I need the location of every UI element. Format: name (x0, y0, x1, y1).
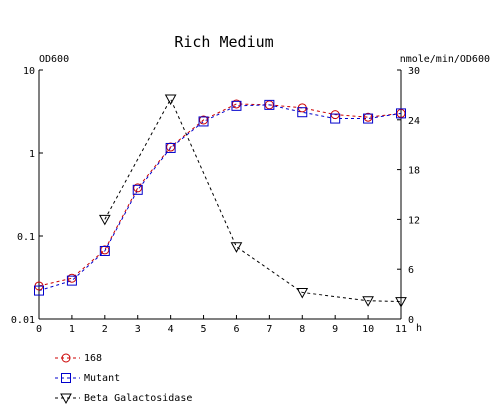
series-line-0 (38, 103, 402, 287)
y-left-label: OD600 (39, 54, 69, 65)
series-1-point (99, 245, 110, 256)
series-1-point (363, 113, 374, 124)
series-1-point (66, 275, 77, 286)
legend-label: 168 (84, 353, 102, 364)
y-right-tick-label: 24 (408, 116, 420, 127)
legend-label: Mutant (84, 373, 120, 384)
y-left-tick-label: 1 (29, 149, 35, 160)
series-2-point (296, 287, 309, 299)
chart-title: Rich Medium (174, 33, 273, 51)
x-tick-label: 9 (332, 324, 338, 335)
x-tick-label: 6 (233, 324, 239, 335)
series-2-point (395, 297, 407, 308)
series-0-point (100, 245, 110, 255)
series-2-point (164, 94, 177, 106)
x-tick-label: 0 (36, 324, 42, 335)
x-tick-label: 10 (362, 324, 374, 335)
series-1-point (231, 100, 242, 111)
x-tick-label: 1 (69, 324, 75, 335)
y-right-ticks: 30 24 18 12 6 0 (397, 66, 420, 326)
x-tick-label: 8 (299, 324, 305, 335)
series-2-point (98, 214, 111, 226)
x-tick-label: 2 (102, 324, 108, 335)
x-unit-label: h (416, 323, 422, 334)
y-right-label: nmole/min/OD600 (400, 54, 490, 65)
x-tick-label: 11 (395, 324, 407, 335)
legend-marker (61, 373, 71, 383)
y-left-tick-label: 10 (23, 66, 35, 77)
legend-marker (60, 393, 72, 405)
series-1-point (34, 285, 44, 296)
x-tick-label: 4 (168, 324, 174, 335)
y-left-tick-label: 0.01 (11, 315, 35, 326)
y-right-tick-label: 18 (408, 166, 420, 177)
x-tick-label: 3 (135, 324, 141, 335)
y-right-tick-label: 30 (408, 66, 420, 77)
series-line-2 (104, 97, 402, 303)
series-1-point (264, 99, 275, 110)
y-right-tick-label: 12 (408, 215, 420, 226)
series-1-point (330, 113, 341, 124)
legend-marker (61, 353, 71, 363)
x-tick-label: 5 (201, 324, 207, 335)
series-lines (38, 97, 402, 303)
series-line-1 (38, 104, 402, 292)
series-1-point (165, 142, 176, 153)
legend-label: Beta Galactosidase (84, 393, 192, 404)
series-1-point (132, 184, 143, 195)
y-right-tick-label: 6 (408, 265, 414, 276)
legend: 168 Mutant Beta Galactosidase (55, 353, 192, 405)
x-tick-label: 7 (266, 324, 272, 335)
series-1-point (198, 116, 209, 127)
y-left-ticks: 10 1 0.1 0.01 (11, 66, 43, 326)
series-1-point (396, 108, 406, 119)
x-ticks: 0 1 2 3 4 5 6 7 8 9 10 11 (36, 315, 407, 335)
series-1-point (297, 107, 308, 118)
series-2-point (230, 242, 243, 253)
y-right-tick-label: 0 (408, 315, 414, 326)
series-marks (34, 94, 407, 308)
series-2-point (362, 296, 374, 307)
y-left-tick-label: 0.1 (17, 232, 35, 243)
